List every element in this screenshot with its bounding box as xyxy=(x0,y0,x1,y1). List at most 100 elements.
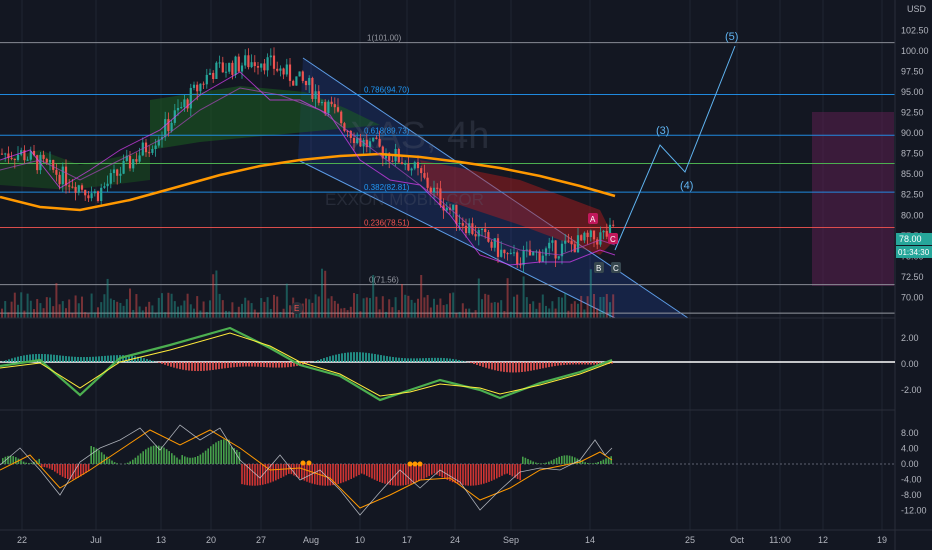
macd-hist-bar xyxy=(245,362,247,367)
macd-hist-bar xyxy=(539,362,541,369)
macd-hist-bar xyxy=(491,362,493,370)
volume-bar xyxy=(401,283,403,318)
osc-hist-bar xyxy=(108,458,111,464)
time-tick: 11:00 xyxy=(769,535,791,545)
macd-hist-bar xyxy=(521,362,523,373)
candle-body xyxy=(525,249,528,251)
volume-bar xyxy=(282,308,285,318)
osc-hist-bar xyxy=(610,456,612,464)
macd-hist-bar xyxy=(455,359,457,362)
osc-hist-bar xyxy=(316,464,319,485)
volume-bar xyxy=(506,278,509,318)
volume-bar xyxy=(65,308,67,318)
osc-hist-bar xyxy=(298,464,300,479)
volume-bar xyxy=(215,270,218,318)
volume-bar xyxy=(308,299,311,318)
macd-hist-bar xyxy=(425,358,427,362)
volume-bar xyxy=(116,301,119,318)
osc-hist-bar xyxy=(350,464,352,479)
osc-hist-bar xyxy=(150,446,152,464)
candle-body xyxy=(45,158,48,163)
candle-body xyxy=(519,264,522,266)
candle-body xyxy=(13,158,16,161)
time-axis[interactable]: 22 Jul 13 20 27 Aug 10 17 24 Sep 14 25 Oct 11:00 12 19 xyxy=(17,535,887,545)
osc-hist-bar xyxy=(269,464,272,483)
volume-bar xyxy=(183,300,186,318)
macd-hist-bar xyxy=(290,362,292,367)
macd-hist-bar xyxy=(443,358,445,362)
macd-hist-bar xyxy=(239,362,241,367)
volume-bar xyxy=(49,297,51,318)
osc-dots xyxy=(300,460,423,467)
candle-body xyxy=(496,238,500,257)
price-tick: 97.50 xyxy=(901,66,924,76)
osc-hist-bar xyxy=(477,464,480,485)
candle-body xyxy=(84,189,87,196)
candle-body xyxy=(61,166,64,185)
osc-tick: -8.00 xyxy=(901,490,922,500)
oscillator-axis[interactable]: 8.00 4.00 0.00 -4.00 -8.00 -12.00 xyxy=(901,428,927,516)
macd-hist-bar xyxy=(473,362,475,365)
macd-hist-bar xyxy=(188,362,190,371)
macd-hist-bar xyxy=(482,362,484,367)
candle-body xyxy=(272,55,276,69)
candle-body xyxy=(583,232,586,241)
osc-hist-bar xyxy=(566,455,568,464)
osc-hist-bar xyxy=(246,464,248,486)
macd-hist-bar xyxy=(215,362,217,370)
osc-hist-bar xyxy=(509,464,511,476)
oscillator-line xyxy=(0,424,613,516)
volume-bar xyxy=(516,294,519,318)
volume-bar xyxy=(359,311,362,318)
descending-channel xyxy=(298,58,688,318)
candle-body xyxy=(250,62,253,68)
osc-hist-bar xyxy=(371,464,373,479)
volume-bar xyxy=(263,301,266,318)
macd-hist-bar xyxy=(338,353,340,362)
volume-bar xyxy=(605,294,608,318)
volume-bar xyxy=(423,297,426,318)
macd-hist-bar xyxy=(587,362,589,365)
osc-hist-bar xyxy=(561,455,563,464)
osc-hist-bar xyxy=(202,452,204,464)
osc-hist-bar xyxy=(155,445,157,464)
osc-hist-bar xyxy=(584,462,586,464)
osc-hist-bar xyxy=(12,456,14,464)
candle-body xyxy=(119,173,122,176)
volume-bar xyxy=(509,311,512,318)
osc-hist-bar xyxy=(545,462,547,464)
candle-body xyxy=(439,188,442,206)
macd-hist-bar xyxy=(257,362,259,367)
candle-body xyxy=(48,159,52,163)
volume-bar xyxy=(586,296,589,318)
macd-hist-bar xyxy=(560,362,562,366)
macd-hist-bar xyxy=(80,357,82,362)
volume-bar xyxy=(295,309,298,318)
volume-bar xyxy=(125,299,128,318)
osc-hist-bar xyxy=(511,464,514,477)
osc-hist-bar xyxy=(228,439,230,464)
candle-body xyxy=(605,230,608,237)
candle-body xyxy=(487,232,490,242)
osc-hist-bar xyxy=(399,464,402,486)
price-tick: 100.00 xyxy=(901,46,929,56)
volume-bar xyxy=(439,298,442,318)
price-tick: 85.00 xyxy=(901,169,924,179)
macd-hist-bar xyxy=(593,362,595,365)
candle-body xyxy=(426,177,429,188)
volume-bar xyxy=(84,312,87,318)
osc-hist-bar xyxy=(459,464,462,485)
time-tick: 24 xyxy=(450,535,460,545)
volume-bar xyxy=(100,302,103,318)
volume-bar xyxy=(276,296,279,318)
macd-axis[interactable]: 2.00 0.00 -2.00 xyxy=(901,333,922,395)
volume-bar xyxy=(221,300,224,318)
volume-bar xyxy=(529,303,531,318)
candle-body xyxy=(16,154,20,161)
candle-body xyxy=(23,150,26,161)
volume-bar xyxy=(554,308,557,318)
osc-hist-bar xyxy=(381,464,384,483)
macd-hist-bar xyxy=(392,357,394,362)
watermark-name: EXXON MOBIL COR xyxy=(325,190,484,209)
